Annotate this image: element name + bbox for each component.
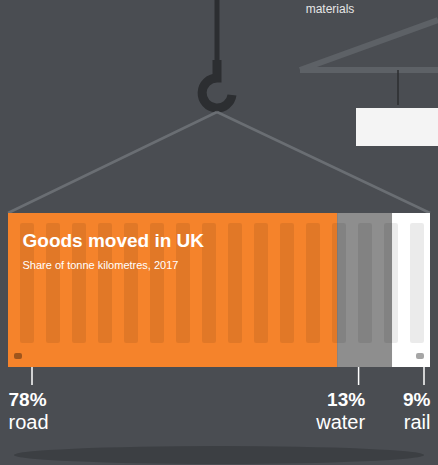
svg-text:materials: materials: [306, 2, 355, 16]
svg-text:Goods moved in UK: Goods moved in UK: [23, 230, 205, 251]
svg-text:road: road: [9, 411, 49, 433]
svg-text:13%: 13%: [327, 389, 365, 410]
svg-text:water: water: [315, 411, 365, 433]
svg-text:9%: 9%: [403, 389, 431, 410]
svg-text:Share of tonne kilometres, 201: Share of tonne kilometres, 2017: [23, 259, 179, 271]
svg-text:rail: rail: [404, 411, 431, 433]
svg-text:78%: 78%: [9, 389, 47, 410]
